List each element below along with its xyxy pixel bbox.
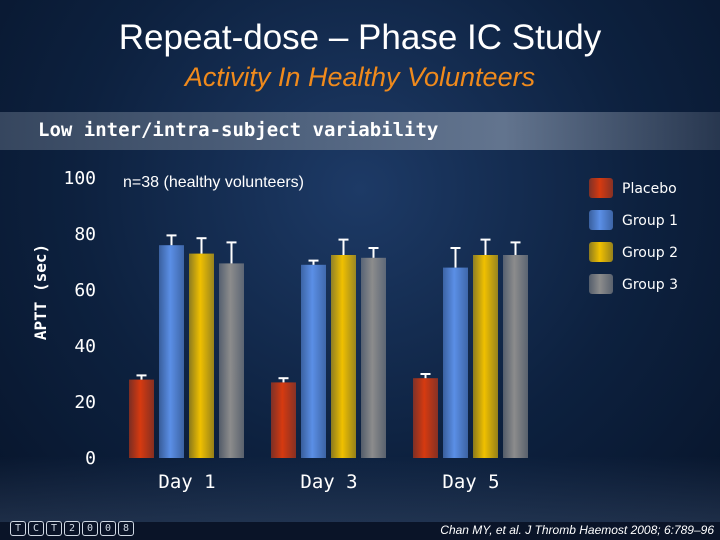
x-category-label: Day 1 — [158, 471, 215, 493]
logo-glyph: 2 — [64, 521, 80, 536]
citation: Chan MY, et al. J Thromb Haemost 2008; 6… — [440, 523, 714, 537]
bar-placebo-day-1 — [129, 379, 154, 458]
y-tick-label: 100 — [63, 168, 96, 189]
legend-label: Group 2 — [622, 245, 678, 261]
bridge-skyline-background — [0, 456, 720, 526]
band-text: Low inter/intra-subject variability — [38, 119, 439, 141]
y-axis-label: APTT (sec) — [31, 244, 50, 340]
legend-swatch — [589, 242, 613, 262]
sample-size-annotation: n=38 (healthy volunteers) — [123, 174, 304, 191]
bar-group-2-day-1 — [189, 253, 214, 458]
bar-group-3-day-3 — [361, 257, 386, 458]
legend-label: Placebo — [622, 181, 677, 197]
footer-bar — [0, 522, 720, 540]
logo-glyph: 8 — [118, 521, 134, 536]
legend-swatch — [589, 210, 613, 230]
y-tick-label: 80 — [74, 224, 96, 245]
bar-group-1-day-5 — [443, 267, 468, 458]
y-tick-label: 20 — [74, 392, 96, 413]
bar-placebo-day-3 — [271, 382, 296, 458]
logo-glyph: 0 — [100, 521, 116, 536]
logo-glyph: T — [10, 521, 26, 536]
bar-group-2-day-3 — [331, 255, 356, 458]
bar-group-1-day-3 — [301, 264, 326, 458]
logo-glyph: C — [28, 521, 44, 536]
legend-label: Group 3 — [622, 277, 678, 293]
legend-swatch — [589, 178, 613, 198]
bar-placebo-day-5 — [413, 378, 438, 458]
tct-logo: T C T 2 0 0 8 — [10, 521, 134, 536]
page-title: Repeat-dose – Phase IC Study — [118, 18, 602, 57]
logo-glyph: T — [46, 521, 62, 536]
legend-label: Group 1 — [622, 213, 678, 229]
bar-group-1-day-1 — [159, 245, 184, 458]
bar-group-2-day-5 — [473, 255, 498, 458]
header-band — [0, 112, 720, 150]
legend-swatch — [589, 274, 613, 294]
y-tick-label: 0 — [85, 448, 96, 469]
bar-group-3-day-1 — [219, 263, 244, 458]
y-tick-label: 40 — [74, 336, 96, 357]
logo-glyph: 0 — [82, 521, 98, 536]
x-category-label: Day 5 — [442, 471, 499, 493]
x-category-label: Day 3 — [300, 471, 357, 493]
bar-group-3-day-5 — [503, 255, 528, 458]
y-tick-label: 60 — [74, 280, 96, 301]
page-subtitle: Activity In Healthy Volunteers — [184, 62, 536, 92]
